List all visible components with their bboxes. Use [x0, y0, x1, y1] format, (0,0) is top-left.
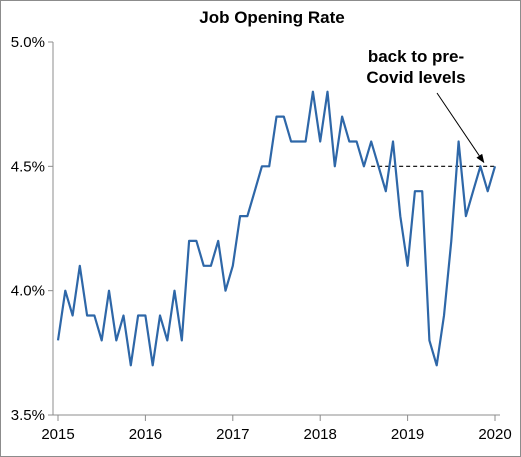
x-tick-label: 2015 [41, 426, 74, 443]
x-axis-ticks: 2015 2016 2017 2018 2019 2020 [41, 415, 512, 443]
y-tick-label: 4.0% [11, 283, 45, 300]
axes [52, 42, 500, 416]
x-tick-label: 2020 [478, 426, 511, 443]
annotation-text-line: Covid levels [366, 68, 465, 87]
x-tick-label: 2017 [216, 426, 249, 443]
annotation-arrow [436, 92, 485, 164]
series-group [56, 90, 497, 367]
annotation-group: back to pre- Covid levels [366, 47, 485, 164]
x-tick-label: 2018 [304, 426, 337, 443]
y-axis-ticks: 3.5% 4.0% 4.5% 5.0% [11, 34, 53, 424]
x-tick-label: 2016 [129, 426, 162, 443]
annotation-text-line: back to pre- [368, 47, 464, 66]
y-tick-label: 5.0% [11, 34, 45, 51]
x-tick-label: 2019 [391, 426, 424, 443]
y-tick-label: 4.5% [11, 158, 45, 175]
series-line [56, 90, 497, 367]
chart-title: Job Opening Rate [199, 8, 344, 27]
y-tick-label: 3.5% [11, 407, 45, 424]
